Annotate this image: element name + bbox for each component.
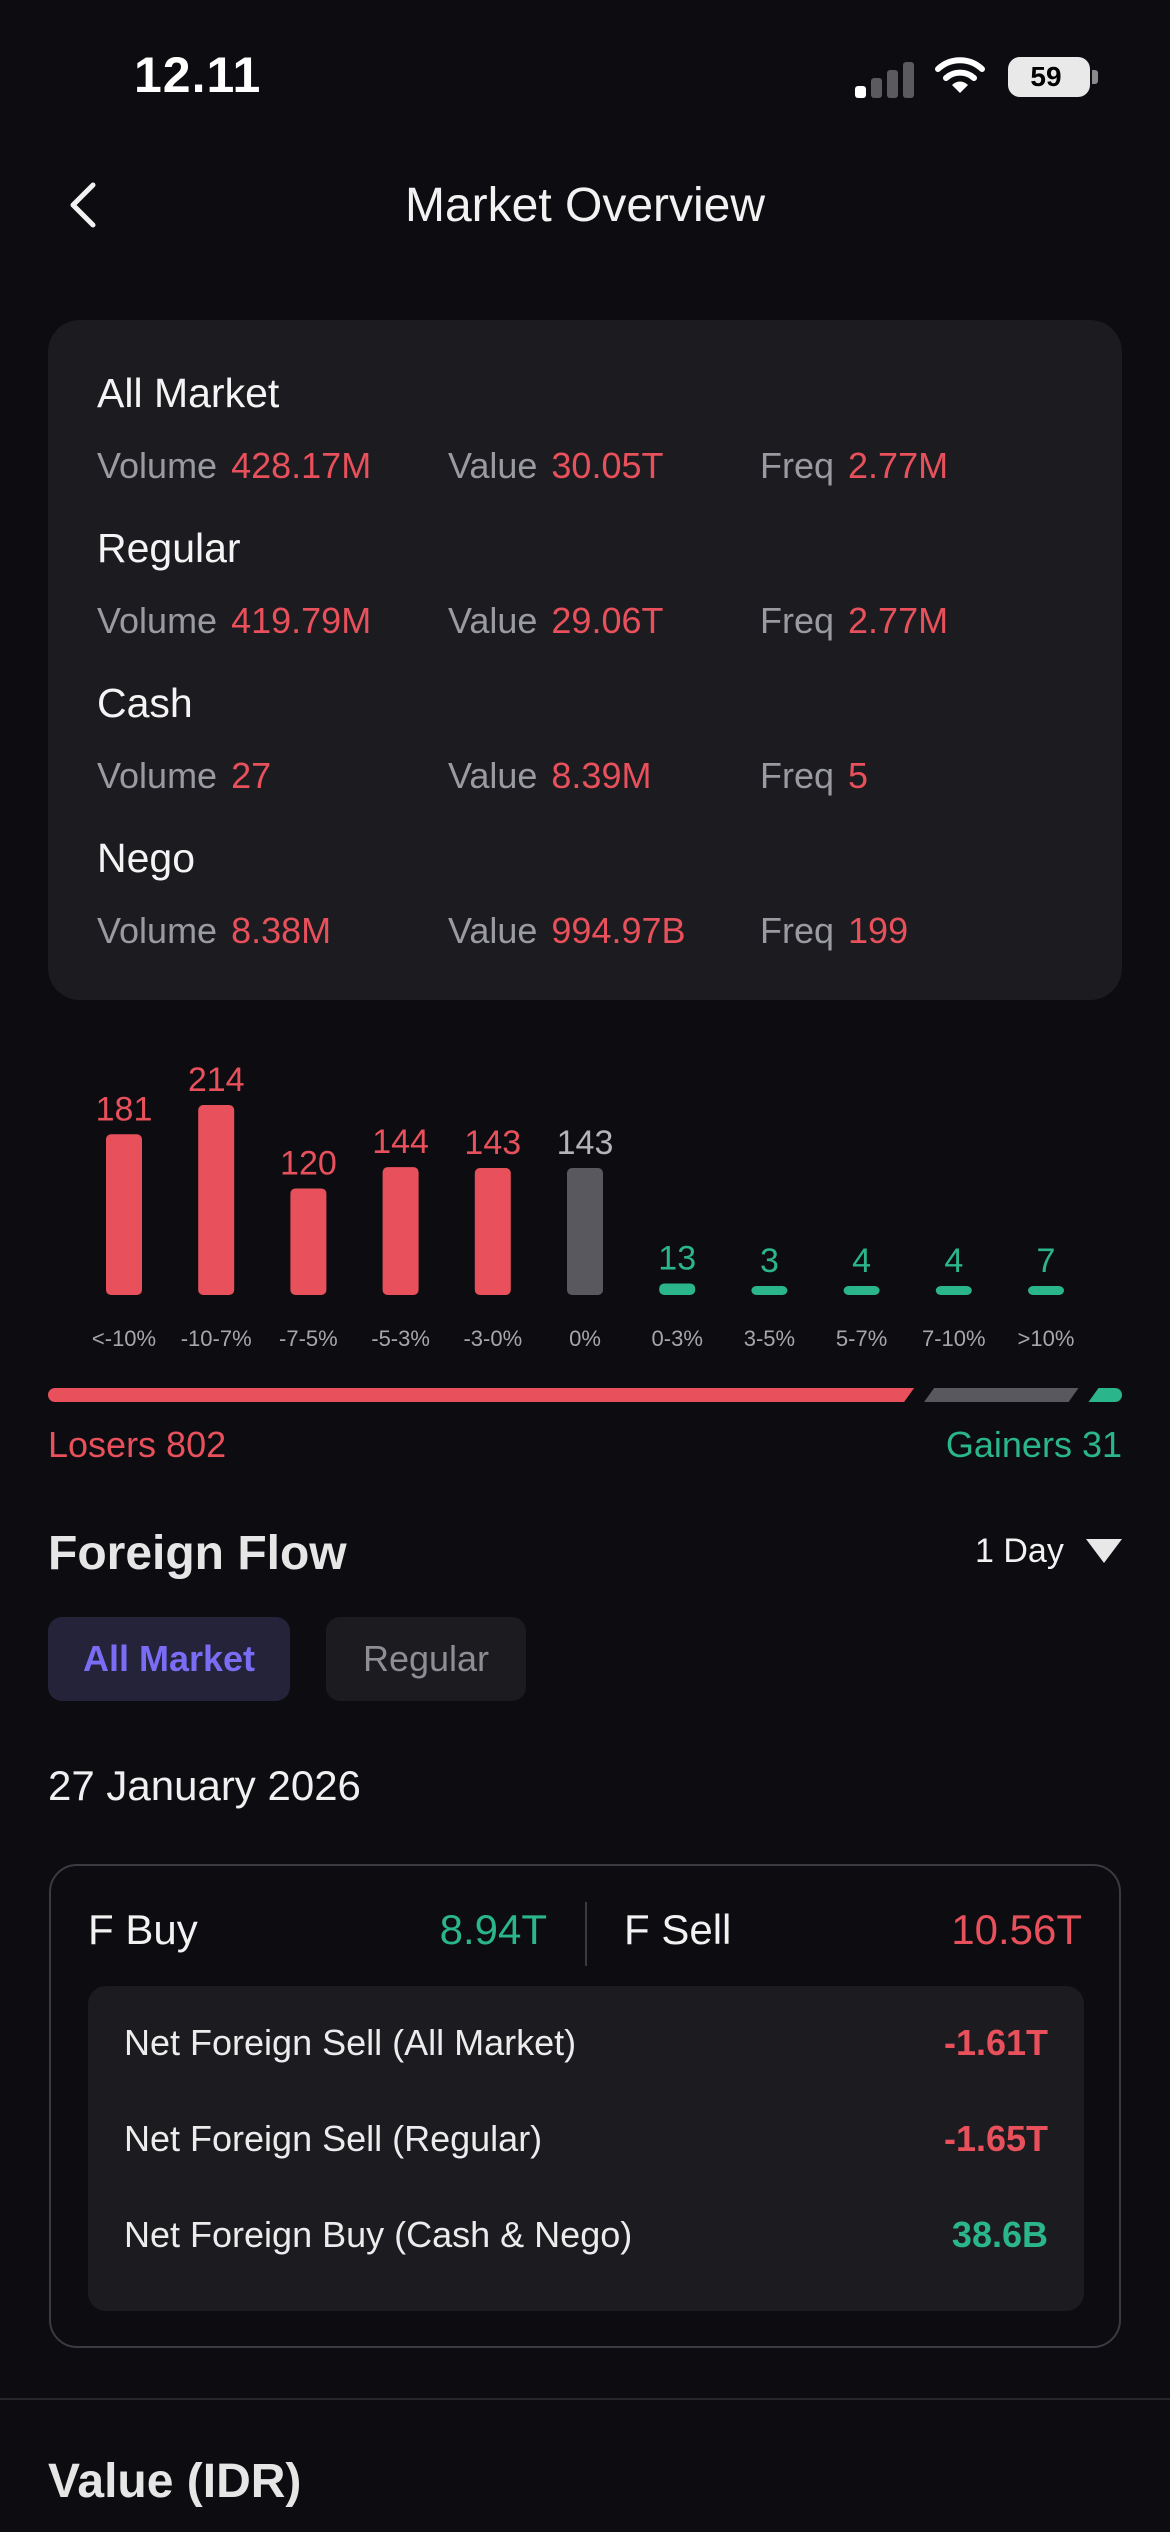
net-foreign-value: 38.6B: [951, 2214, 1048, 2255]
bar-value-label: 4: [852, 1242, 871, 1280]
net-foreign-row: Net Foreign Sell (Regular) -1.65T: [124, 2118, 1048, 2168]
bar-value-label: 4: [944, 1242, 963, 1280]
battery-icon: 59: [1008, 57, 1090, 97]
histogram-bar: [382, 1167, 419, 1295]
foreign-buy-value: 8.94T: [439, 1906, 547, 1953]
bar-category-label: -5-3%: [371, 1326, 430, 1351]
net-foreign-row: Net Foreign Buy (Cash & Nego) 38.6B: [124, 2214, 1048, 2264]
bar-category-label: -3-0%: [463, 1326, 522, 1351]
net-foreign-summary: Net Foreign Sell (All Market) -1.61T Net…: [88, 1986, 1084, 2311]
status-bar: 12.11 59: [0, 0, 1170, 150]
bar-value-label: 181: [96, 1090, 153, 1128]
histogram-bar: [567, 1168, 603, 1295]
foreign-flow-card: F Buy 8.94T F Sell 10.56T Net Foreign Se…: [49, 1864, 1121, 2348]
back-button[interactable]: [55, 175, 115, 235]
histogram-bar: [659, 1283, 696, 1295]
bar-category-label: 7-10%: [922, 1326, 986, 1351]
market-title-all: All Market: [97, 370, 280, 416]
bar-value-label: 143: [464, 1124, 521, 1162]
bar-value-label: 214: [188, 1061, 245, 1099]
foreign-flow-title: Foreign Flow: [48, 1527, 347, 1580]
net-foreign-row: Net Foreign Sell (All Market) -1.61T: [124, 2022, 1048, 2072]
market-breadth-bar: [48, 1388, 1122, 1402]
period-value: 1 Day: [975, 1531, 1064, 1570]
histogram-bar: [843, 1286, 880, 1295]
tab-all-market[interactable]: All Market: [48, 1617, 290, 1701]
value-stat: Value 29.06T: [448, 600, 664, 641]
market-title-nego: Nego: [97, 835, 196, 881]
tab-regular[interactable]: Regular: [326, 1617, 526, 1701]
net-foreign-value: -1.61T: [943, 2022, 1048, 2063]
histogram-bar: [290, 1188, 327, 1295]
foreign-sell-label: F Sell: [624, 1906, 732, 1953]
value-stat: Value 30.05T: [448, 445, 664, 486]
bar-category-label: -10-7%: [181, 1326, 252, 1351]
bar-value-label: 143: [557, 1124, 614, 1162]
period-dropdown[interactable]: 1 Day: [975, 1526, 1122, 1576]
bar-category-label: 3-5%: [744, 1326, 795, 1351]
page-title: Market Overview: [404, 179, 766, 232]
histogram-bar: [106, 1134, 142, 1295]
net-foreign-value: -1.65T: [943, 2118, 1048, 2159]
bar-value-label: 7: [1037, 1242, 1056, 1280]
freq-stat: Freq 5: [760, 755, 869, 796]
value-stat: Value 8.39M: [448, 755, 652, 796]
bar-category-label: 0%: [569, 1326, 601, 1351]
histogram-bar: [474, 1168, 511, 1295]
price-change-distribution-chart: 181 <-10% 214 -10-7% 120 -7-5% 144 -5-3% 143 -3-0…: [48, 1040, 1122, 1370]
value-section-title: Value (IDR): [48, 2455, 302, 2508]
market-title-regular: Regular: [97, 525, 241, 571]
status-time: 12.11: [134, 47, 262, 103]
distribution-chart-svg: 181 <-10% 214 -10-7% 120 -7-5% 144 -5-3% 143 -3-0…: [92, 1061, 1075, 1351]
wifi-icon: [935, 57, 985, 93]
gainers-segment: [1088, 1388, 1122, 1402]
bar-category-label: -7-5%: [279, 1326, 338, 1351]
flow-date: 27 January 2026: [48, 1762, 361, 1809]
histogram-bar: [935, 1286, 972, 1295]
freq-stat: Freq 2.77M: [760, 445, 949, 486]
bar-value-label: 13: [658, 1239, 696, 1277]
histogram-bar: [751, 1286, 788, 1295]
freq-stat: Freq 2.77M: [760, 600, 949, 641]
foreign-buy-label: F Buy: [88, 1906, 198, 1953]
bar-value-label: 120: [280, 1144, 337, 1182]
gainers-count: Gainers 31: [945, 1424, 1122, 1465]
section-divider: [0, 2398, 1170, 2400]
net-foreign-label: Net Foreign Sell (All Market): [124, 2022, 577, 2063]
chevron-left-icon: [70, 182, 96, 228]
histogram-bar: [198, 1105, 235, 1295]
histogram-bar: [1028, 1286, 1064, 1295]
net-foreign-label: Net Foreign Sell (Regular): [124, 2118, 543, 2159]
net-foreign-label: Net Foreign Buy (Cash & Nego): [124, 2214, 633, 2255]
market-overview-card: All Market Volume 428.17M Value 30.05T Fre…: [48, 320, 1122, 1000]
losers-count: Losers 802: [48, 1424, 227, 1465]
bar-category-label: >10%: [1018, 1326, 1075, 1351]
freq-stat: Freq 199: [760, 910, 909, 951]
bar-value-label: 3: [760, 1242, 779, 1280]
losers-segment: [48, 1388, 915, 1402]
value-stat: Value 994.97B: [448, 910, 686, 951]
market-title-cash: Cash: [97, 680, 193, 726]
foreign-sell-value: 10.56T: [951, 1906, 1082, 1953]
bar-category-label: 0-3%: [652, 1326, 703, 1351]
volume-stat: Volume 27: [97, 755, 272, 796]
volume-stat: Volume 419.79M: [97, 600, 372, 641]
unchanged-segment: [924, 1388, 1079, 1402]
bar-category-label: 5-7%: [836, 1326, 887, 1351]
volume-stat: Volume 8.38M: [97, 910, 332, 951]
flow-divider: [585, 1902, 587, 1966]
bar-value-label: 144: [372, 1123, 429, 1161]
battery-level: 59: [1030, 61, 1062, 92]
cellular-signal-icon: [855, 58, 915, 98]
volume-stat: Volume 428.17M: [97, 445, 372, 486]
caret-down-icon: [1085, 1539, 1122, 1563]
battery-tip: [1092, 70, 1098, 84]
bar-category-label: <-10%: [92, 1326, 156, 1351]
